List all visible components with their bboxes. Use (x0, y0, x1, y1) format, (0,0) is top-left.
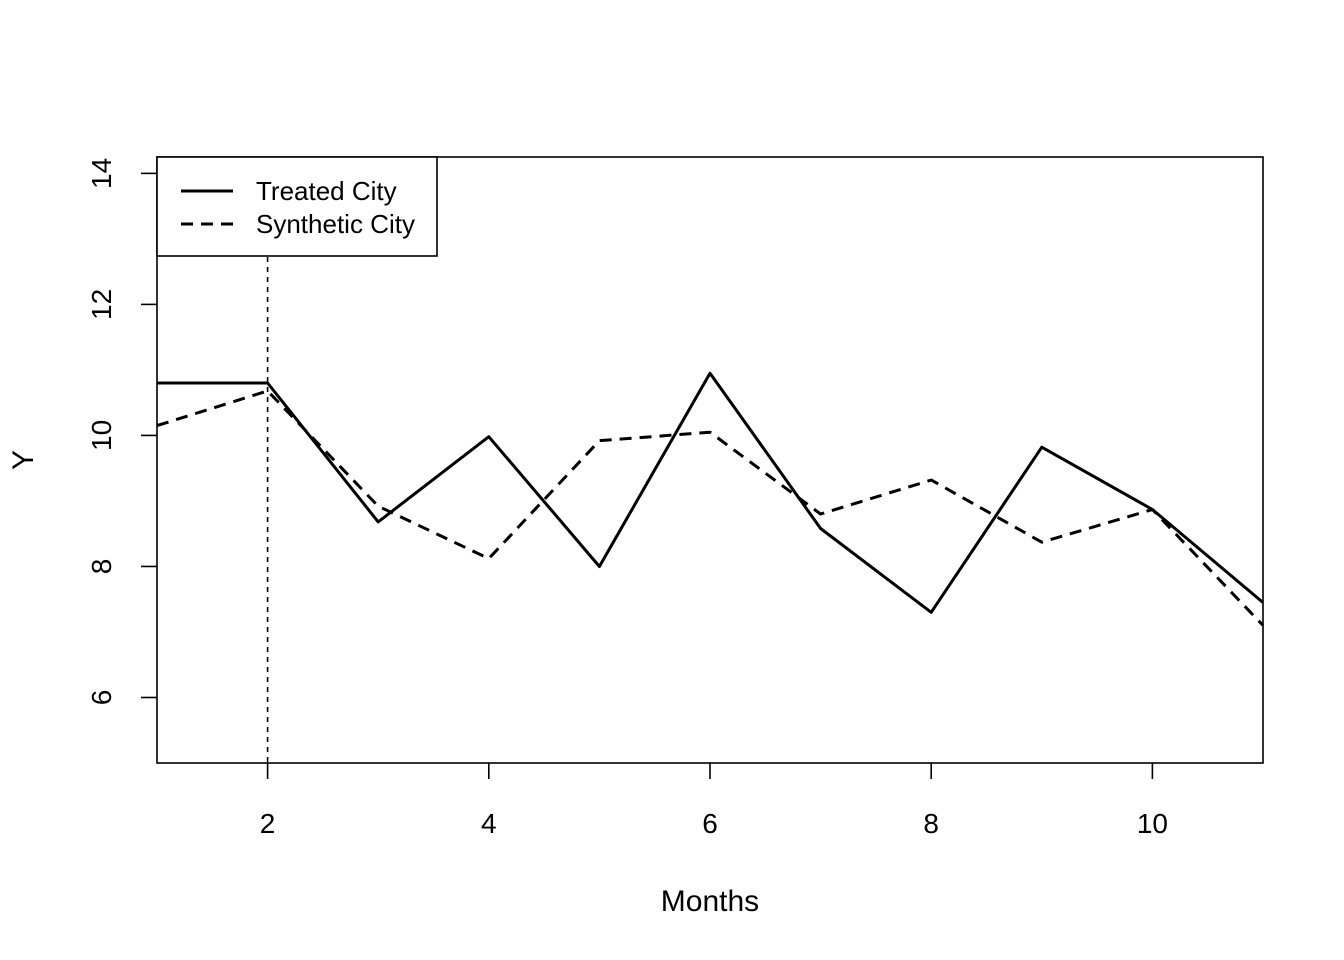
y-tick-label: 10 (86, 420, 117, 451)
y-tick-label: 8 (86, 559, 117, 575)
y-tick-label: 12 (86, 289, 117, 320)
series-line-1 (156, 389, 1265, 627)
legend-label-synthetic: Synthetic City (256, 209, 415, 239)
x-tick-label: 10 (1137, 808, 1168, 839)
x-tick-label: 6 (702, 808, 718, 839)
x-tick-label: 8 (923, 808, 939, 839)
x-axis-title: Months (661, 885, 759, 918)
y-axis: 6 8 10 12 14 (86, 158, 157, 705)
x-tick-label: 4 (481, 808, 497, 839)
legend: Treated City Synthetic City (156, 156, 438, 257)
y-tick-label: 6 (86, 690, 117, 706)
legend-label-treated: Treated City (256, 176, 397, 206)
series-lines (156, 371, 1265, 627)
x-tick-label: 2 (260, 808, 276, 839)
series-line-0 (157, 371, 1264, 614)
y-axis-title: Y (7, 450, 40, 470)
legend-box (156, 156, 438, 257)
y-tick-label: 14 (86, 158, 117, 189)
x-axis: 2 4 6 8 10 (260, 763, 1168, 839)
